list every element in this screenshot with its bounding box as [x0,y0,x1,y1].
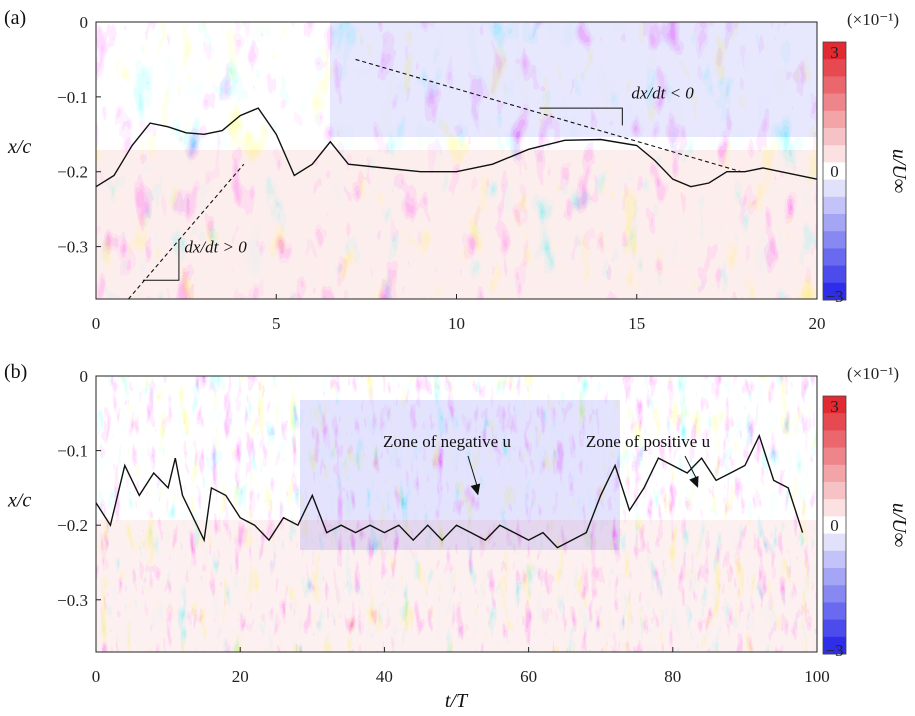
colorbar-cell [823,231,846,249]
x-tick-label: 60 [520,667,537,686]
panel-b-field [96,376,817,652]
colorbar-cell [823,413,846,431]
panel-b: (b) 0 −0.1 −0.2 −0.3 0 20 40 60 80 100 x/c Zone of … [4,361,910,686]
colorbar-cell [823,499,846,517]
panel-a-axes: 0 −0.1 −0.2 −0.3 0 5 10 15 20 x/c dx/dt > 0 dx/dt <… [7,10,910,333]
colorbar-cell [823,636,846,655]
colorbar-tick-label: −3 [825,641,843,660]
colorbar-frame [822,41,847,301]
panel-b-frame [95,375,818,653]
colorbar-tick-label: 3 [830,397,839,416]
y-tick-label: −0.1 [57,442,88,461]
y-tick-label: −0.3 [57,591,88,610]
y-tick-label: 0 [80,13,89,32]
colorbar-cell [823,464,846,483]
separation-line [95,433,804,549]
colorbar-cell [823,602,846,621]
slope-line [355,58,742,173]
panel-a-tint-negative [330,22,817,137]
y-tick-label: 0 [80,367,89,386]
colorbar-cell [823,93,846,112]
slope-bracket [539,107,623,126]
x-tick-label: 40 [376,667,393,686]
y-tick-label: −0.2 [57,516,88,535]
slope-bracket [142,239,180,281]
colorbar-cell [823,128,846,146]
panel-a-field [96,22,817,299]
colorbar-cell [823,619,846,638]
colorbar-label: u/U∞ [888,149,910,193]
x-tick-label: 100 [804,667,830,686]
y-tick-label: −0.3 [57,238,88,257]
y-tick-label: −0.1 [57,88,88,107]
colorbar-cell [823,179,846,198]
colorbar-tick-label: −3 [825,287,843,306]
x-tick-label: 15 [628,314,645,333]
annotation-text: Zone of positive u [586,432,711,451]
colorbar-cell [823,42,846,60]
colorbar-cell [823,533,846,552]
annotation-arrow [467,455,479,490]
colorbar-cell [823,162,846,181]
panel-a-tint-positive [96,150,817,299]
panel-b-axes: 0 −0.1 −0.2 −0.3 0 20 40 60 80 100 x/c Zone of nega… [7,364,910,686]
slope-label: dx/dt > 0 [184,238,247,257]
colorbar-cell [823,550,846,569]
y-axis-label: x/c [7,136,31,158]
colorbar-multiplier: (×10⁻¹) [847,10,899,29]
colorbar-cell [823,265,846,284]
annotation-arrowhead [470,483,481,496]
panel-b-tint-negative [300,400,620,550]
annotation-text: Zone of negative u [383,432,511,451]
colorbar-cell [823,59,846,77]
x-tick-label: 10 [448,314,465,333]
panel-a-frame [95,21,818,300]
colorbar-cell [823,585,846,603]
panel-b-tint-positive [96,520,817,652]
panel-a: (a) 0 −0.1 −0.2 −0.3 0 5 10 15 20 x/c dx/dt > 0 dx/… [4,7,910,333]
colorbar-frame [822,395,847,655]
colorbar-cell [823,430,846,449]
x-tick-label: 5 [272,314,281,333]
colorbar-cell [823,482,846,500]
colorbar-cell [823,282,846,301]
colorbar-cell [823,568,846,586]
panel-a-label: (a) [4,7,26,29]
colorbar-cell [823,396,846,414]
colorbar-multiplier: (×10⁻¹) [847,364,899,383]
colorbar-cell [823,516,846,535]
colorbar-cell [823,447,846,466]
colorbar-cell [823,145,846,163]
slope-label: dx/dt < 0 [631,83,694,102]
colorbar-cell [823,76,846,95]
slope-line [128,163,245,300]
x-tick-label: 20 [809,314,826,333]
x-tick-label: 0 [92,667,101,686]
colorbar-tick-label: 0 [830,162,839,181]
x-tick-label: 80 [664,667,681,686]
separation-line [95,107,818,188]
colorbar-cell [823,196,846,215]
colorbar-cell [823,214,846,232]
panel-b-label: (b) [4,361,27,383]
y-tick-label: −0.2 [57,163,88,182]
x-tick-label: 0 [92,314,101,333]
colorbar-label: u/U∞ [888,503,910,547]
x-axis-label: t/T [445,690,469,712]
colorbar-tick-label: 3 [830,43,839,62]
colorbar-tick-label: 0 [830,516,839,535]
annotation-arrowhead [689,475,699,488]
y-axis-label: x/c [7,490,31,512]
colorbar-cell [823,248,846,267]
x-tick-label: 20 [232,667,249,686]
colorbar-cell [823,110,846,129]
